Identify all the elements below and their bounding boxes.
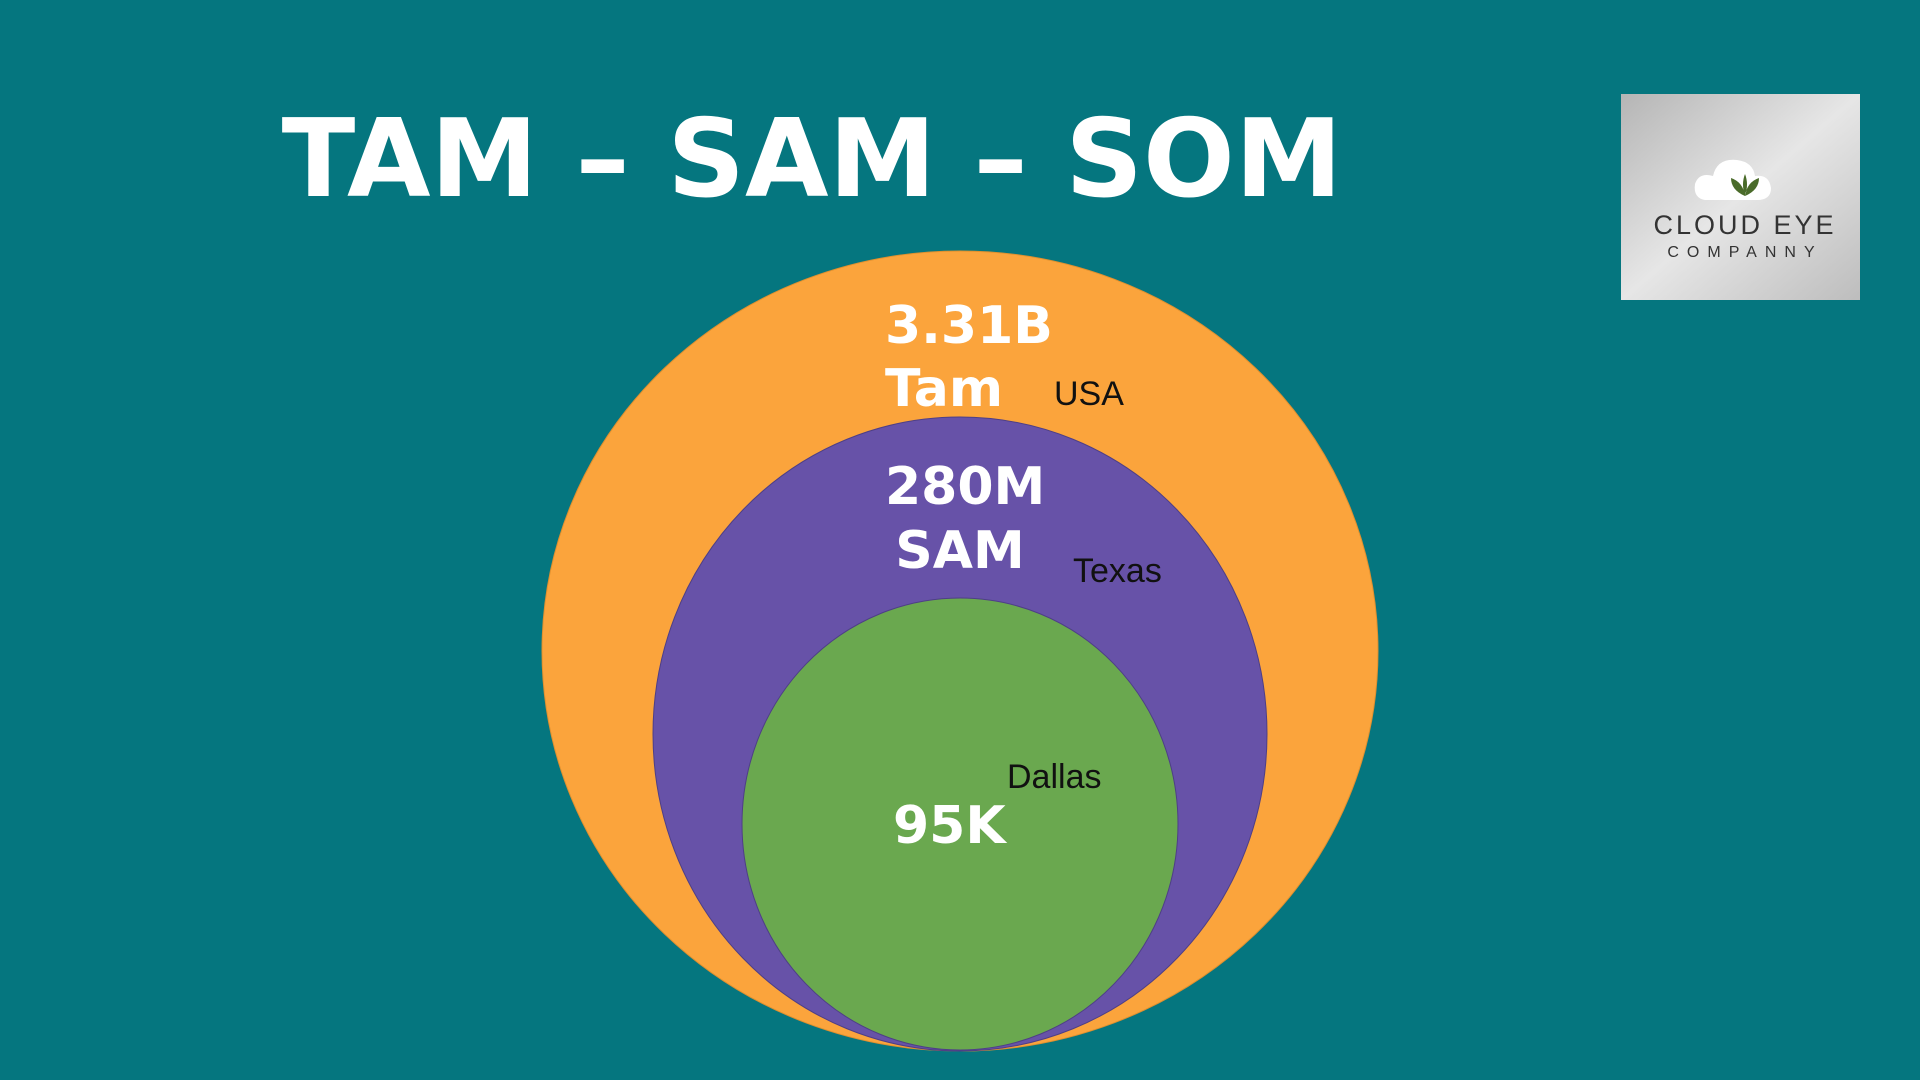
logo-line1: CLOUD EYE bbox=[1653, 210, 1836, 240]
logo-leaves bbox=[1731, 174, 1759, 196]
sam-region: Texas bbox=[1073, 552, 1162, 590]
title: TAM – SAM – SOM bbox=[282, 97, 1343, 222]
sam-label: SAM bbox=[895, 521, 1024, 581]
som-value: 95K bbox=[893, 796, 1007, 856]
som-region: Dallas bbox=[1007, 758, 1101, 796]
tam-value: 3.31B bbox=[885, 296, 1053, 356]
tam-region: USA bbox=[1054, 375, 1124, 413]
sam-value: 280M bbox=[885, 457, 1045, 517]
logo: CLOUD EYE COMPANNY bbox=[1621, 94, 1860, 300]
logo-line2: COMPANNY bbox=[1667, 244, 1822, 261]
som-circle bbox=[741, 597, 1179, 1051]
tam-label: Tam bbox=[885, 359, 1003, 419]
